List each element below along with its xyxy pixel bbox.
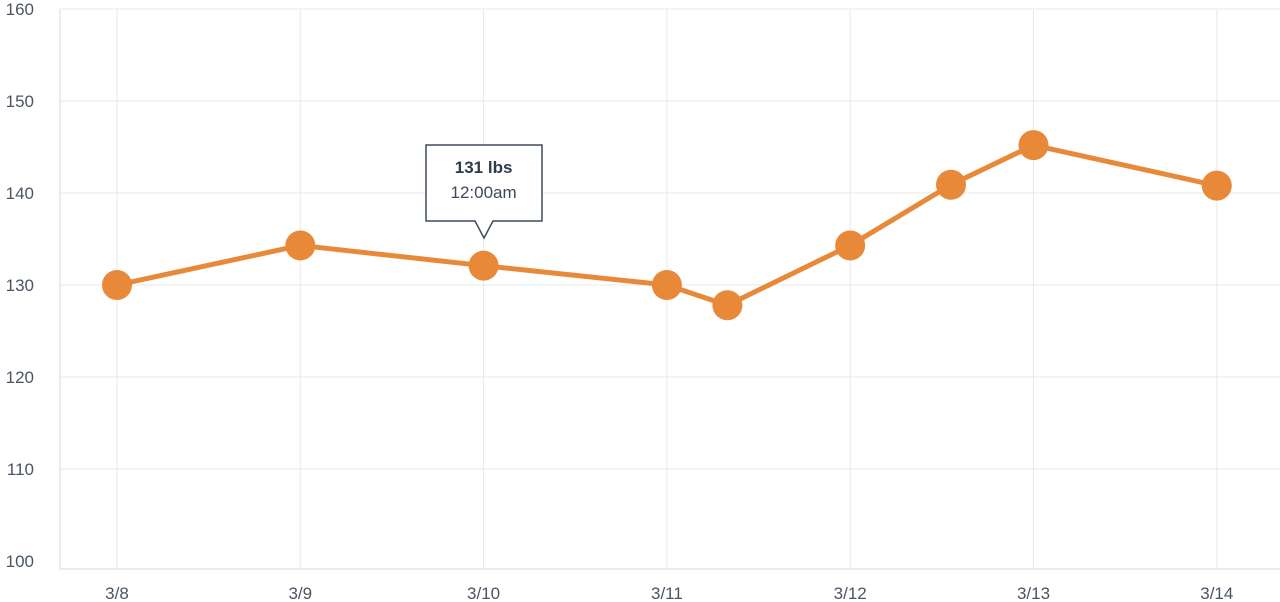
data-point — [285, 230, 316, 261]
data-point — [651, 270, 682, 300]
data-point — [712, 290, 743, 321]
tooltip-pointer — [424, 143, 543, 240]
y-tick-label: 130 — [6, 276, 34, 295]
axes — [59, 9, 1280, 570]
y-tick-label: 100 — [6, 552, 34, 571]
data-point — [835, 230, 866, 261]
x-tick-label: 3/9 — [288, 584, 312, 602]
grid-lines — [60, 8, 1280, 569]
x-axis-tick-labels: 3/8 3/9 3/10 3/11 3/12 3/13 3/14 — [105, 584, 1233, 602]
tooltip-time: 12:00am — [450, 182, 517, 202]
y-tick-label: 110 — [7, 460, 34, 479]
data-point — [468, 250, 499, 281]
x-tick-label: 3/8 — [105, 584, 129, 602]
series-points — [102, 130, 1232, 321]
data-point — [102, 270, 132, 300]
y-axis-tick-labels: 160 150 140 130 120 110 100 — [6, 0, 34, 571]
y-tick-label: 140 — [6, 184, 34, 203]
x-tick-label: 3/11 — [651, 584, 683, 602]
y-tick-label: 120 — [6, 368, 34, 387]
x-tick-label: 3/10 — [467, 584, 500, 602]
x-tick-label: 3/12 — [834, 584, 867, 602]
data-point-tooltip: 131 lbs 12:00am — [424, 143, 543, 240]
data-point — [936, 169, 967, 200]
data-point — [1201, 170, 1232, 201]
x-tick-label: 3/14 — [1200, 584, 1233, 602]
y-tick-label: 150 — [6, 92, 34, 111]
x-tick-label: 3/13 — [1017, 584, 1050, 602]
y-tick-label: 160 — [6, 0, 34, 19]
tooltip-value: 131 lbs — [454, 157, 513, 177]
data-point — [1018, 130, 1049, 161]
